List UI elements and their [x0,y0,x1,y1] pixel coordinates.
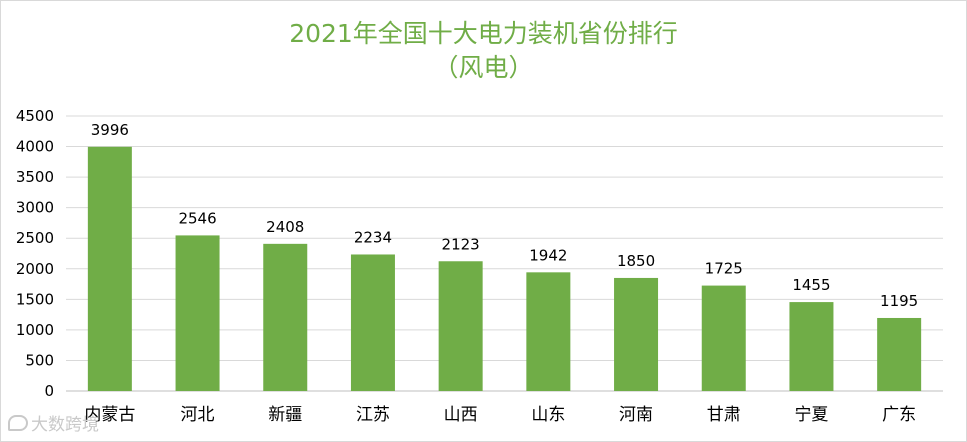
data-labels: 3996 2546 2408 2234 2123 1942 1850 1725 1455 1195 [91,121,918,310]
bar [438,261,483,391]
data-label: 1725 [705,260,743,278]
y-tick-label: 2500 [16,229,54,247]
y-tick-label: 4000 [16,138,54,156]
data-label: 1455 [792,276,830,294]
y-tick-label: 4500 [16,107,54,125]
data-label: 1195 [880,292,918,310]
watermark: 大数跨境 [8,410,99,435]
bar [701,285,746,391]
bar [789,302,834,391]
chat-bubble-icon [8,414,28,431]
data-label: 3996 [91,121,129,139]
bar [350,254,395,391]
x-tick-label: 河北 [181,405,215,425]
data-label: 2234 [354,228,392,246]
y-tick-label: 1000 [16,321,54,339]
x-tick-label: 内蒙古 [84,405,135,425]
bar [263,243,308,391]
x-tick-label: 江苏 [356,405,390,425]
x-tick-label: 山东 [531,405,565,425]
x-axis-ticks: 内蒙古 河北 新疆 江苏 山西 山东 河南 甘肃 宁夏 广东 [84,405,916,425]
bar [614,277,659,391]
y-tick-label: 1500 [16,290,54,308]
bars [87,146,922,391]
y-axis-ticks: 0 500 1000 1500 2000 2500 3000 3500 4000 4500 [16,107,54,400]
data-label: 2408 [266,218,304,236]
x-tick-label: 山西 [444,405,478,425]
y-tick-label: 2000 [16,260,54,278]
x-tick-label: 新疆 [268,405,302,425]
y-tick-label: 3000 [16,199,54,217]
chart-subtitle: （风电） [433,53,534,82]
data-label: 1942 [529,246,567,264]
data-label: 1850 [617,252,655,270]
data-label: 2123 [442,235,480,253]
x-tick-label: 河南 [619,405,653,425]
data-label: 2546 [178,209,216,227]
bar [877,317,922,391]
bar [87,146,132,391]
x-tick-label: 甘肃 [707,405,741,425]
y-tick-label: 3500 [16,168,54,186]
bar [175,235,220,391]
watermark-text: 大数跨境 [31,415,99,435]
chart-title: 2021年全国十大电力装机省份排行 [289,19,678,48]
x-tick-label: 广东 [882,405,916,425]
y-tick-label: 0 [44,382,54,400]
x-tick-label: 宁夏 [794,405,828,425]
bar [526,272,571,391]
y-tick-label: 500 [25,351,54,369]
